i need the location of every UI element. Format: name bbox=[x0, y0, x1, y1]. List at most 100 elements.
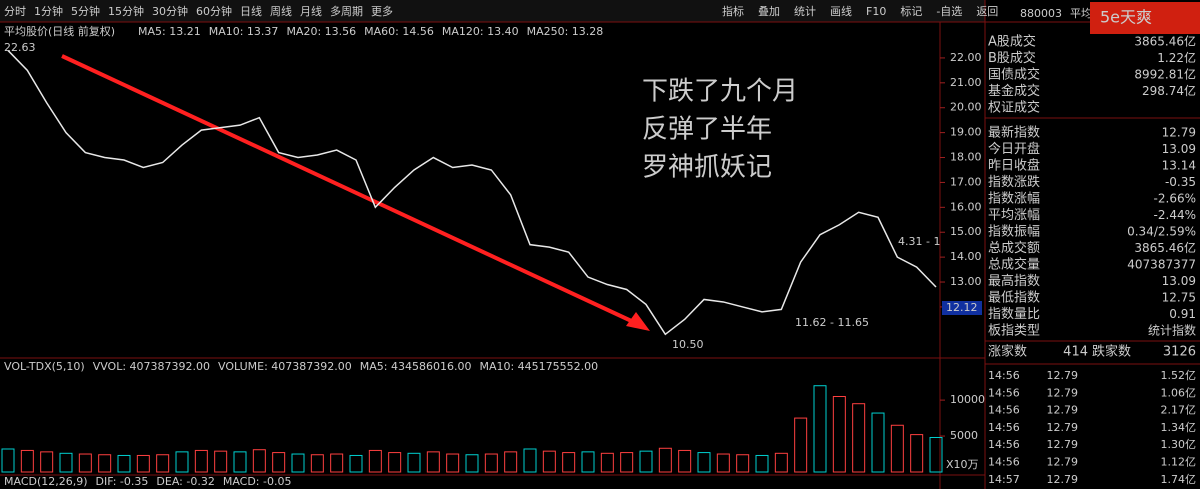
trade-time: 14:56 bbox=[988, 456, 1020, 469]
tool-button[interactable]: -自选 bbox=[936, 5, 962, 18]
stat-value: 12.75 bbox=[1162, 291, 1196, 305]
stat-value: 298.74亿 bbox=[1142, 83, 1196, 98]
tool-button[interactable]: 统计 bbox=[794, 5, 816, 18]
trade-amount: 2.17亿 bbox=[1161, 404, 1197, 417]
period-tab[interactable]: 5分钟 bbox=[71, 4, 100, 18]
tool-button[interactable]: 指标 bbox=[722, 4, 744, 18]
volume-bar bbox=[620, 452, 634, 473]
annotation: 11.62 - 11.65 bbox=[795, 316, 869, 329]
chart-title: 平均股价(日线 前复权) bbox=[4, 24, 115, 38]
tool-button[interactable]: 画线 bbox=[830, 4, 852, 18]
ma-label: MA60: 14.56 bbox=[364, 25, 434, 38]
volume-bar bbox=[523, 448, 537, 473]
stat-label: 最高指数 bbox=[988, 273, 1040, 289]
annotation: 22.63 bbox=[4, 41, 36, 54]
index-code: 880003 bbox=[1020, 7, 1062, 20]
trade-amount: 1.34亿 bbox=[1161, 421, 1197, 434]
period-tab[interactable]: 60分钟 bbox=[196, 4, 232, 18]
macd-label: DIF: -0.35 bbox=[96, 475, 149, 488]
last-price-box bbox=[942, 301, 982, 316]
logo: 5e天爽 bbox=[1100, 8, 1152, 27]
stat-value: -0.35 bbox=[1165, 175, 1196, 189]
ma-label: MA250: 13.28 bbox=[527, 25, 604, 38]
volume-bar bbox=[388, 452, 402, 473]
stat-label: 总成交额 bbox=[988, 240, 1040, 256]
volume-bar bbox=[697, 452, 711, 473]
trade-price: 12.79 bbox=[1047, 421, 1079, 434]
stat-value: 0.91 bbox=[1169, 307, 1196, 321]
volume-bar bbox=[890, 424, 904, 473]
price-tick-label: 21.00 bbox=[950, 76, 982, 89]
volume-bar bbox=[214, 450, 228, 473]
ma-label: MA120: 13.40 bbox=[442, 25, 519, 38]
period-tab[interactable]: 15分钟 bbox=[108, 4, 144, 18]
volume-bar bbox=[581, 451, 595, 473]
volume-header: MA10: 445175552.00 bbox=[479, 360, 598, 373]
tool-button[interactable]: 叠加 bbox=[758, 5, 780, 18]
period-tab[interactable]: 周线 bbox=[270, 4, 292, 18]
tool-button[interactable]: 标记 bbox=[900, 4, 922, 18]
volume-bar bbox=[929, 436, 943, 473]
trade-time: 14:56 bbox=[988, 421, 1020, 434]
price-tick-label: 18.00 bbox=[950, 151, 982, 164]
stat-value: 3865.46亿 bbox=[1134, 34, 1196, 49]
trade-price: 12.79 bbox=[1047, 456, 1079, 469]
last-price: 12.12 bbox=[946, 301, 978, 314]
period-tab[interactable]: 多周期 bbox=[330, 4, 363, 18]
period-tab[interactable]: 30分钟 bbox=[152, 4, 188, 18]
volume-bar bbox=[678, 449, 692, 473]
stat-value: 12.79 bbox=[1162, 126, 1196, 140]
volume-bar bbox=[852, 403, 866, 473]
volume-bar bbox=[736, 454, 750, 473]
volume-bar bbox=[98, 454, 112, 473]
trade-price: 12.79 bbox=[1047, 438, 1079, 451]
trade-price: 12.79 bbox=[1047, 473, 1079, 486]
period-tab[interactable]: 1分钟 bbox=[34, 4, 63, 18]
volume-bar bbox=[272, 452, 286, 473]
trade-price: 12.79 bbox=[1047, 386, 1079, 399]
breadth: 414 bbox=[1063, 345, 1088, 360]
trade-time: 14:56 bbox=[988, 369, 1020, 382]
trend-arrow bbox=[61, 54, 641, 327]
breadth: 跌家数 bbox=[1092, 344, 1131, 360]
stat-value: 统计指数 bbox=[1148, 323, 1196, 338]
macd-label: DEA: -0.32 bbox=[156, 475, 214, 488]
volume-bar bbox=[639, 450, 653, 473]
stat-value: -2.66% bbox=[1154, 192, 1196, 206]
toolbar bbox=[0, 0, 985, 22]
period-tab[interactable]: 月线 bbox=[300, 4, 322, 18]
trade-price: 12.79 bbox=[1047, 369, 1079, 382]
stat-label: 平均涨幅 bbox=[988, 208, 1040, 223]
ma-label: MA20: 13.56 bbox=[286, 25, 356, 38]
annotation: 4.31 - 1 bbox=[898, 235, 940, 248]
stat-label: 权证成交 bbox=[988, 100, 1040, 116]
breadth: 涨家数 bbox=[988, 344, 1027, 360]
period-tab[interactable]: 日线 bbox=[240, 4, 262, 18]
price-line bbox=[7, 49, 937, 336]
volume-bar bbox=[407, 452, 421, 473]
volume-bar bbox=[426, 451, 440, 473]
volume-bar bbox=[175, 451, 189, 473]
stat-label: 昨日收盘 bbox=[988, 158, 1040, 174]
volume-bar bbox=[156, 454, 170, 473]
volume-bar bbox=[484, 453, 498, 473]
stat-value: 0.34/2.59% bbox=[1127, 225, 1196, 239]
tool-button[interactable]: 返回 bbox=[976, 5, 998, 18]
volume-unit: X10万 bbox=[946, 458, 979, 471]
volume-header: VOL-TDX(5,10) bbox=[4, 360, 85, 373]
price-tick-label: 16.00 bbox=[950, 200, 982, 213]
index-name: 平均 bbox=[1070, 7, 1092, 20]
trade-amount: 1.52亿 bbox=[1161, 369, 1197, 382]
period-tab[interactable]: 更多 bbox=[371, 4, 393, 18]
volume-bar bbox=[504, 451, 518, 473]
volume-bar bbox=[716, 453, 730, 473]
volume-header: VOLUME: 407387392.00 bbox=[218, 360, 352, 373]
stat-label: 国债成交 bbox=[988, 67, 1040, 83]
macd-label: MACD: -0.05 bbox=[223, 475, 292, 488]
period-tab[interactable]: 分时 bbox=[4, 5, 26, 18]
volume-bar bbox=[330, 453, 344, 473]
stat-value: 1.22亿 bbox=[1157, 50, 1196, 65]
tool-button[interactable]: F10 bbox=[866, 5, 886, 18]
breadth: 3126 bbox=[1163, 345, 1196, 360]
